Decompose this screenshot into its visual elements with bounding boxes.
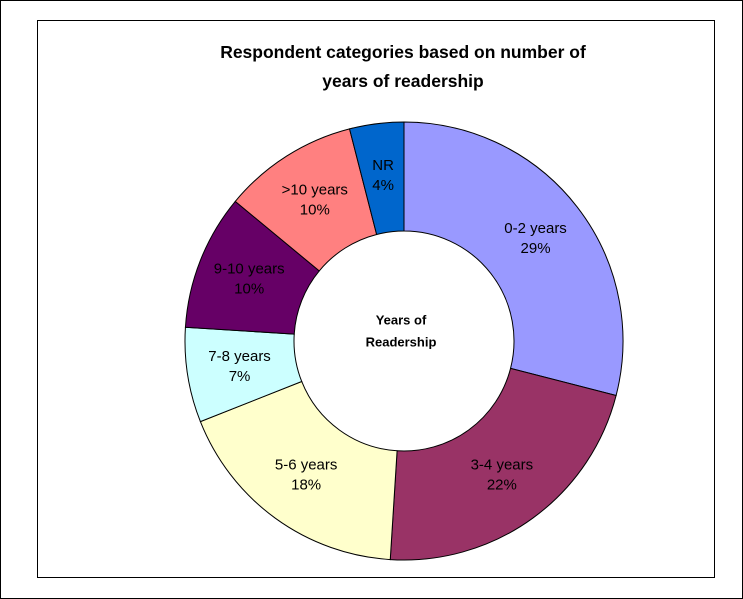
slice [389, 367, 617, 561]
slice-label: NR [372, 157, 394, 174]
center-label: Readership [366, 334, 437, 349]
value-label: 10% [234, 281, 264, 298]
value-label: 18% [291, 477, 321, 494]
slice [348, 121, 405, 236]
slice-label: 5-6 years [275, 457, 338, 474]
slice [199, 380, 398, 561]
slice-label: 9-10 years [214, 261, 285, 278]
value-label: 22% [487, 477, 517, 494]
slice-label: 0-2 years [504, 220, 567, 237]
slice [403, 121, 624, 397]
slice-label: 3-4 years [471, 457, 534, 474]
slice-label: 7-8 years [208, 348, 271, 365]
slice-label: >10 years [282, 181, 348, 198]
value-label: 29% [521, 240, 551, 257]
plot-frame [37, 20, 715, 578]
center-label: Years of [376, 312, 427, 327]
chart-title: Respondent categories based on number of… [220, 42, 586, 91]
value-label: 7% [229, 368, 251, 385]
value-label: 10% [300, 201, 330, 218]
value-label: 4% [372, 177, 394, 194]
